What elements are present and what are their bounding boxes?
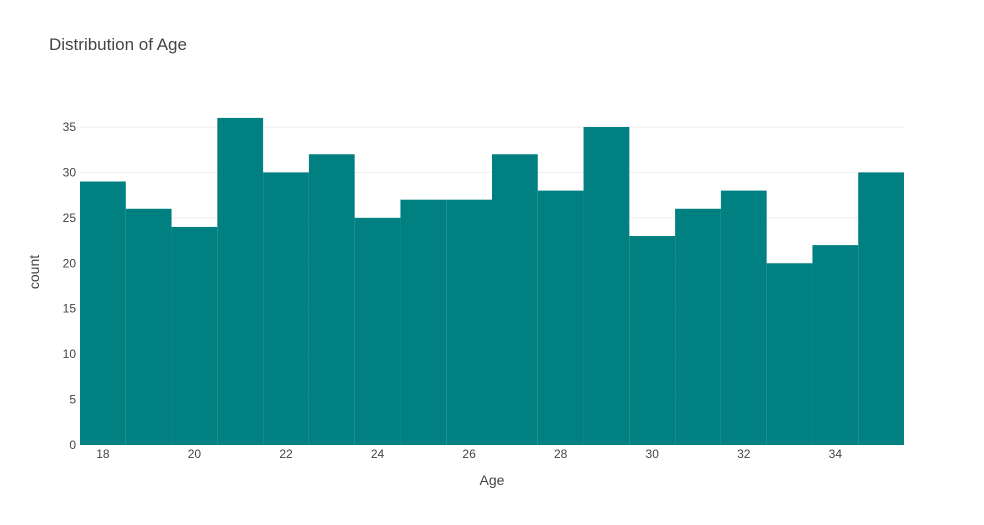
bars xyxy=(80,117,904,446)
y-tick-labels: 0 5 10 15 20 25 30 35 xyxy=(63,120,77,452)
histogram-bar xyxy=(263,172,309,445)
histogram-bar xyxy=(720,190,767,445)
histogram-bar xyxy=(812,245,859,445)
histogram-bar xyxy=(492,154,538,445)
y-tick-label: 25 xyxy=(63,211,77,225)
histogram-bar xyxy=(354,217,401,445)
histogram-bar xyxy=(171,226,218,445)
y-axis-label: count xyxy=(26,255,42,289)
x-tick-label: 20 xyxy=(188,447,202,461)
histogram-bar xyxy=(217,117,264,446)
x-tick-label: 28 xyxy=(554,447,568,461)
histogram-bar xyxy=(446,199,492,445)
y-tick-label: 30 xyxy=(63,165,77,179)
histogram-bar xyxy=(308,154,355,445)
histogram-bar xyxy=(858,172,904,445)
x-tick-label: 18 xyxy=(96,447,110,461)
x-axis-label: Age xyxy=(480,472,505,488)
y-tick-label: 20 xyxy=(63,256,77,270)
x-tick-label: 34 xyxy=(829,447,843,461)
chart-title: Distribution of Age xyxy=(49,35,187,54)
y-tick-label: 5 xyxy=(69,393,76,407)
x-tick-label: 30 xyxy=(646,447,660,461)
x-tick-label: 24 xyxy=(371,447,385,461)
histogram-bar xyxy=(400,199,447,445)
histogram-bar xyxy=(125,208,172,445)
x-tick-label: 32 xyxy=(737,447,751,461)
y-tick-label: 35 xyxy=(63,120,77,134)
x-tick-labels: 18 20 22 24 26 28 30 32 34 xyxy=(96,447,842,461)
histogram-bar xyxy=(80,181,126,445)
histogram-bar xyxy=(583,127,630,445)
y-tick-label: 10 xyxy=(63,347,77,361)
x-tick-label: 26 xyxy=(462,447,476,461)
y-tick-label: 0 xyxy=(69,438,76,452)
histogram-bar xyxy=(629,236,676,445)
y-tick-label: 15 xyxy=(63,302,77,316)
histogram-bar xyxy=(537,190,584,445)
x-tick-label: 22 xyxy=(279,447,293,461)
histogram-bar xyxy=(766,263,813,445)
histogram-bar xyxy=(675,208,721,445)
